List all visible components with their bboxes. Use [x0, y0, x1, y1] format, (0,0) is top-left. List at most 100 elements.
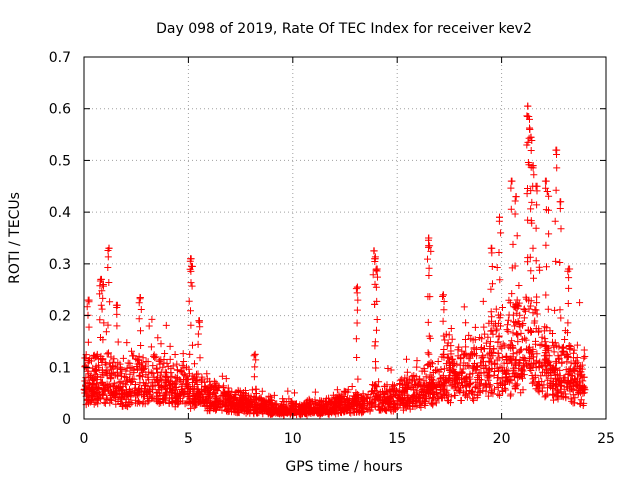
data-point — [84, 379, 92, 387]
data-point — [465, 390, 473, 398]
data-point — [414, 394, 422, 402]
data-point — [173, 366, 181, 374]
data-point — [311, 388, 319, 396]
data-point — [533, 310, 541, 318]
data-point — [381, 398, 389, 406]
data-point — [502, 370, 510, 378]
data-point — [153, 364, 161, 372]
data-point — [166, 355, 174, 363]
data-point — [488, 263, 496, 270]
data-point — [331, 399, 339, 407]
data-point — [111, 390, 119, 398]
data-point — [183, 399, 191, 407]
data-point — [128, 347, 135, 355]
data-point — [564, 353, 571, 360]
plot-frame — [83, 56, 607, 420]
data-point — [446, 379, 454, 387]
data-point — [100, 282, 107, 290]
data-point — [570, 360, 578, 368]
data-point — [172, 383, 180, 391]
data-point — [186, 394, 194, 402]
data-point — [361, 405, 369, 413]
data-point — [524, 102, 532, 110]
data-point — [370, 247, 378, 255]
y-tick-label: 0.1 — [49, 360, 71, 376]
data-point — [206, 377, 214, 385]
data-point — [100, 399, 108, 407]
data-point — [424, 255, 431, 263]
data-point — [456, 388, 464, 396]
data-point — [215, 400, 223, 408]
y-tick-label: 0.6 — [49, 102, 71, 118]
data-point — [148, 394, 156, 402]
data-point — [533, 350, 541, 358]
data-point — [448, 335, 456, 343]
data-point — [347, 409, 355, 417]
data-point — [492, 305, 500, 313]
data-point — [137, 306, 145, 313]
data-point — [191, 373, 199, 381]
data-point — [552, 364, 559, 372]
data-point — [130, 369, 138, 377]
data-point — [527, 187, 535, 195]
data-point — [213, 405, 220, 413]
data-point — [542, 291, 550, 299]
data-point — [95, 394, 103, 402]
data-point — [246, 409, 254, 417]
data-point — [303, 406, 311, 414]
data-point — [136, 379, 144, 387]
data-point — [350, 392, 358, 400]
data-point — [526, 253, 534, 261]
data-point — [445, 331, 453, 339]
data-point — [208, 400, 216, 408]
data-point — [487, 244, 495, 252]
data-point — [374, 394, 382, 402]
data-point — [404, 396, 412, 404]
data-point — [533, 201, 541, 209]
data-point — [529, 244, 537, 252]
data-point — [135, 397, 142, 405]
data-point — [443, 377, 451, 385]
data-point — [470, 396, 478, 404]
data-point — [153, 398, 161, 406]
data-point — [375, 378, 383, 386]
data-point — [247, 403, 255, 411]
data-point — [529, 162, 537, 170]
data-point — [81, 362, 89, 370]
data-point — [504, 316, 512, 324]
data-point — [187, 255, 194, 263]
data-point — [421, 367, 429, 375]
data-point — [425, 395, 433, 403]
data-point — [421, 402, 429, 409]
data-point — [251, 350, 259, 358]
data-point — [155, 389, 163, 397]
data-point — [111, 362, 119, 370]
data-point — [124, 359, 132, 367]
data-point — [400, 398, 408, 406]
data-point — [462, 350, 470, 358]
data-point — [508, 290, 516, 298]
data-point — [119, 354, 127, 362]
data-point — [155, 357, 163, 365]
data-point — [377, 396, 385, 404]
data-point — [425, 350, 433, 358]
y-tick-label: 0.5 — [49, 153, 71, 169]
data-point — [490, 322, 498, 330]
data-point — [286, 406, 294, 414]
data-point — [526, 115, 533, 123]
data-point — [140, 365, 148, 373]
data-point — [527, 267, 535, 275]
data-point — [198, 385, 205, 393]
data-point — [435, 368, 443, 376]
data-point — [95, 361, 102, 369]
data-point — [225, 388, 233, 396]
data-point — [424, 349, 432, 357]
data-point — [510, 366, 518, 374]
data-point — [552, 186, 560, 194]
data-point — [139, 400, 147, 408]
data-point — [353, 319, 361, 327]
data-point — [542, 392, 550, 400]
data-point — [371, 402, 379, 410]
data-point — [447, 350, 455, 358]
data-point — [481, 380, 489, 388]
